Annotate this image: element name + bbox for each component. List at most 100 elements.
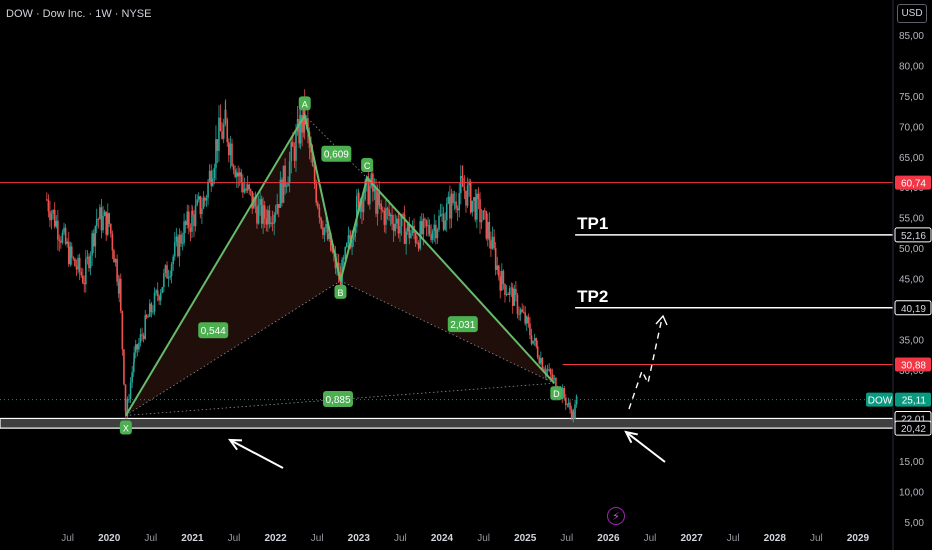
candle-body xyxy=(496,265,499,270)
ticker-label[interactable]: DOW xyxy=(868,396,893,407)
candle-body xyxy=(441,213,443,215)
candle-body xyxy=(242,182,244,193)
candle-body xyxy=(155,290,157,293)
y-tick-label: 55,00 xyxy=(899,214,924,225)
projection-head xyxy=(655,314,668,326)
candle-body xyxy=(161,287,164,293)
support-zone-band xyxy=(0,417,894,429)
candle-body xyxy=(102,215,104,231)
price-label-tp1[interactable]: 52,16 xyxy=(901,231,926,242)
price-axis[interactable]: 5,0010,0015,0020,0025,0030,0035,0040,004… xyxy=(866,0,932,550)
price-label-box[interactable] xyxy=(894,420,932,436)
x-tick-label: Jul xyxy=(394,533,407,544)
candle-body xyxy=(364,181,366,200)
candle-body xyxy=(525,316,528,324)
x-tick-label: Jul xyxy=(144,533,157,544)
candle-body xyxy=(292,142,294,147)
point-badge-b[interactable] xyxy=(334,284,347,299)
price-levels[interactable]: TP1 TP2 xyxy=(0,182,893,401)
price-label-zone-bottom[interactable]: 20,42 xyxy=(901,424,926,435)
candle-body xyxy=(211,178,214,186)
candle-body xyxy=(465,190,467,206)
candle-body xyxy=(113,250,115,263)
price-label-box[interactable] xyxy=(894,300,932,316)
candle-body xyxy=(521,309,524,312)
candle-body xyxy=(505,293,508,295)
candle-body xyxy=(463,186,466,191)
candle-body xyxy=(231,143,233,166)
candle-body xyxy=(468,181,470,186)
candle-body xyxy=(518,313,520,315)
candle-body xyxy=(469,181,472,213)
candle-body xyxy=(445,203,448,221)
candle-body xyxy=(533,338,536,341)
ticker-badge[interactable] xyxy=(866,392,893,407)
candle-body xyxy=(293,146,296,161)
candle-body xyxy=(358,192,360,212)
candle-body xyxy=(46,199,48,201)
candle-body xyxy=(60,240,62,243)
candle-body xyxy=(477,193,480,200)
candle-body xyxy=(513,288,516,306)
candle-body xyxy=(575,396,578,405)
candle-body xyxy=(77,257,79,270)
price-label-zone-top[interactable]: 22,01 xyxy=(901,414,926,425)
candle-body xyxy=(555,377,557,391)
candle-body xyxy=(466,185,469,206)
time-axis[interactable]: Jul 2020 Jul 2021 Jul 2022 Jul 2023 Jul 2024 Jul 20… xyxy=(61,533,869,544)
candle-body xyxy=(235,172,238,177)
candle-body xyxy=(425,220,428,227)
x-tick-label: 2027 xyxy=(680,533,703,544)
price-label-tp2[interactable]: 40,19 xyxy=(901,304,926,315)
ratio-label: 0,885 xyxy=(325,395,350,406)
x-tick-label: 2028 xyxy=(764,533,787,544)
candle-body xyxy=(204,197,206,201)
candle-body xyxy=(196,199,198,206)
candle-body xyxy=(502,270,505,284)
candle-body xyxy=(312,165,314,167)
price-label-resistance[interactable]: 60,74 xyxy=(901,179,926,190)
candle-body xyxy=(276,204,278,214)
point-badge-c[interactable] xyxy=(361,158,374,173)
price-label-box[interactable] xyxy=(895,392,931,407)
candle-body xyxy=(298,119,300,144)
candle-body xyxy=(152,311,154,313)
candle-body xyxy=(142,335,145,339)
currency-button[interactable]: USD xyxy=(897,4,927,23)
candle-body xyxy=(265,218,268,225)
candle-body xyxy=(66,241,68,244)
candle-body xyxy=(476,193,478,220)
candle-body xyxy=(490,240,492,249)
candle-body xyxy=(380,203,382,210)
candle-body xyxy=(349,235,351,239)
candle-body xyxy=(91,233,93,256)
price-label-current[interactable]: 25,11 xyxy=(902,396,927,407)
point-badge-x[interactable] xyxy=(119,420,132,435)
candle-body xyxy=(456,208,459,211)
candle-body xyxy=(397,218,400,234)
price-label-stop[interactable]: 30,88 xyxy=(901,360,926,371)
harmonic-pattern[interactable]: 0,544 0,609 2,031 0,885 X A B C D xyxy=(119,96,563,435)
candle-body xyxy=(106,213,109,235)
point-badge-a[interactable] xyxy=(298,96,311,111)
candle-body xyxy=(237,172,239,177)
candle-body xyxy=(389,214,392,217)
point-badge-d[interactable] xyxy=(550,386,563,401)
x-tick-label: 2029 xyxy=(847,533,870,544)
ratio-label: 0,609 xyxy=(324,150,349,161)
candle-body xyxy=(180,234,182,244)
candle-body xyxy=(136,344,139,350)
lightning-icon[interactable]: ⚡ xyxy=(607,507,625,525)
candle-body xyxy=(486,221,489,239)
candle-body xyxy=(420,221,423,235)
price-label-box[interactable] xyxy=(895,175,931,190)
candle-body xyxy=(277,204,280,208)
price-label-box[interactable] xyxy=(894,227,932,243)
candle-body xyxy=(322,227,324,236)
candle-body xyxy=(566,404,569,406)
price-label-box[interactable] xyxy=(895,357,931,372)
candle-body xyxy=(281,179,283,203)
pattern-legs[interactable] xyxy=(124,112,556,416)
x-tick-label: 2024 xyxy=(431,533,454,544)
